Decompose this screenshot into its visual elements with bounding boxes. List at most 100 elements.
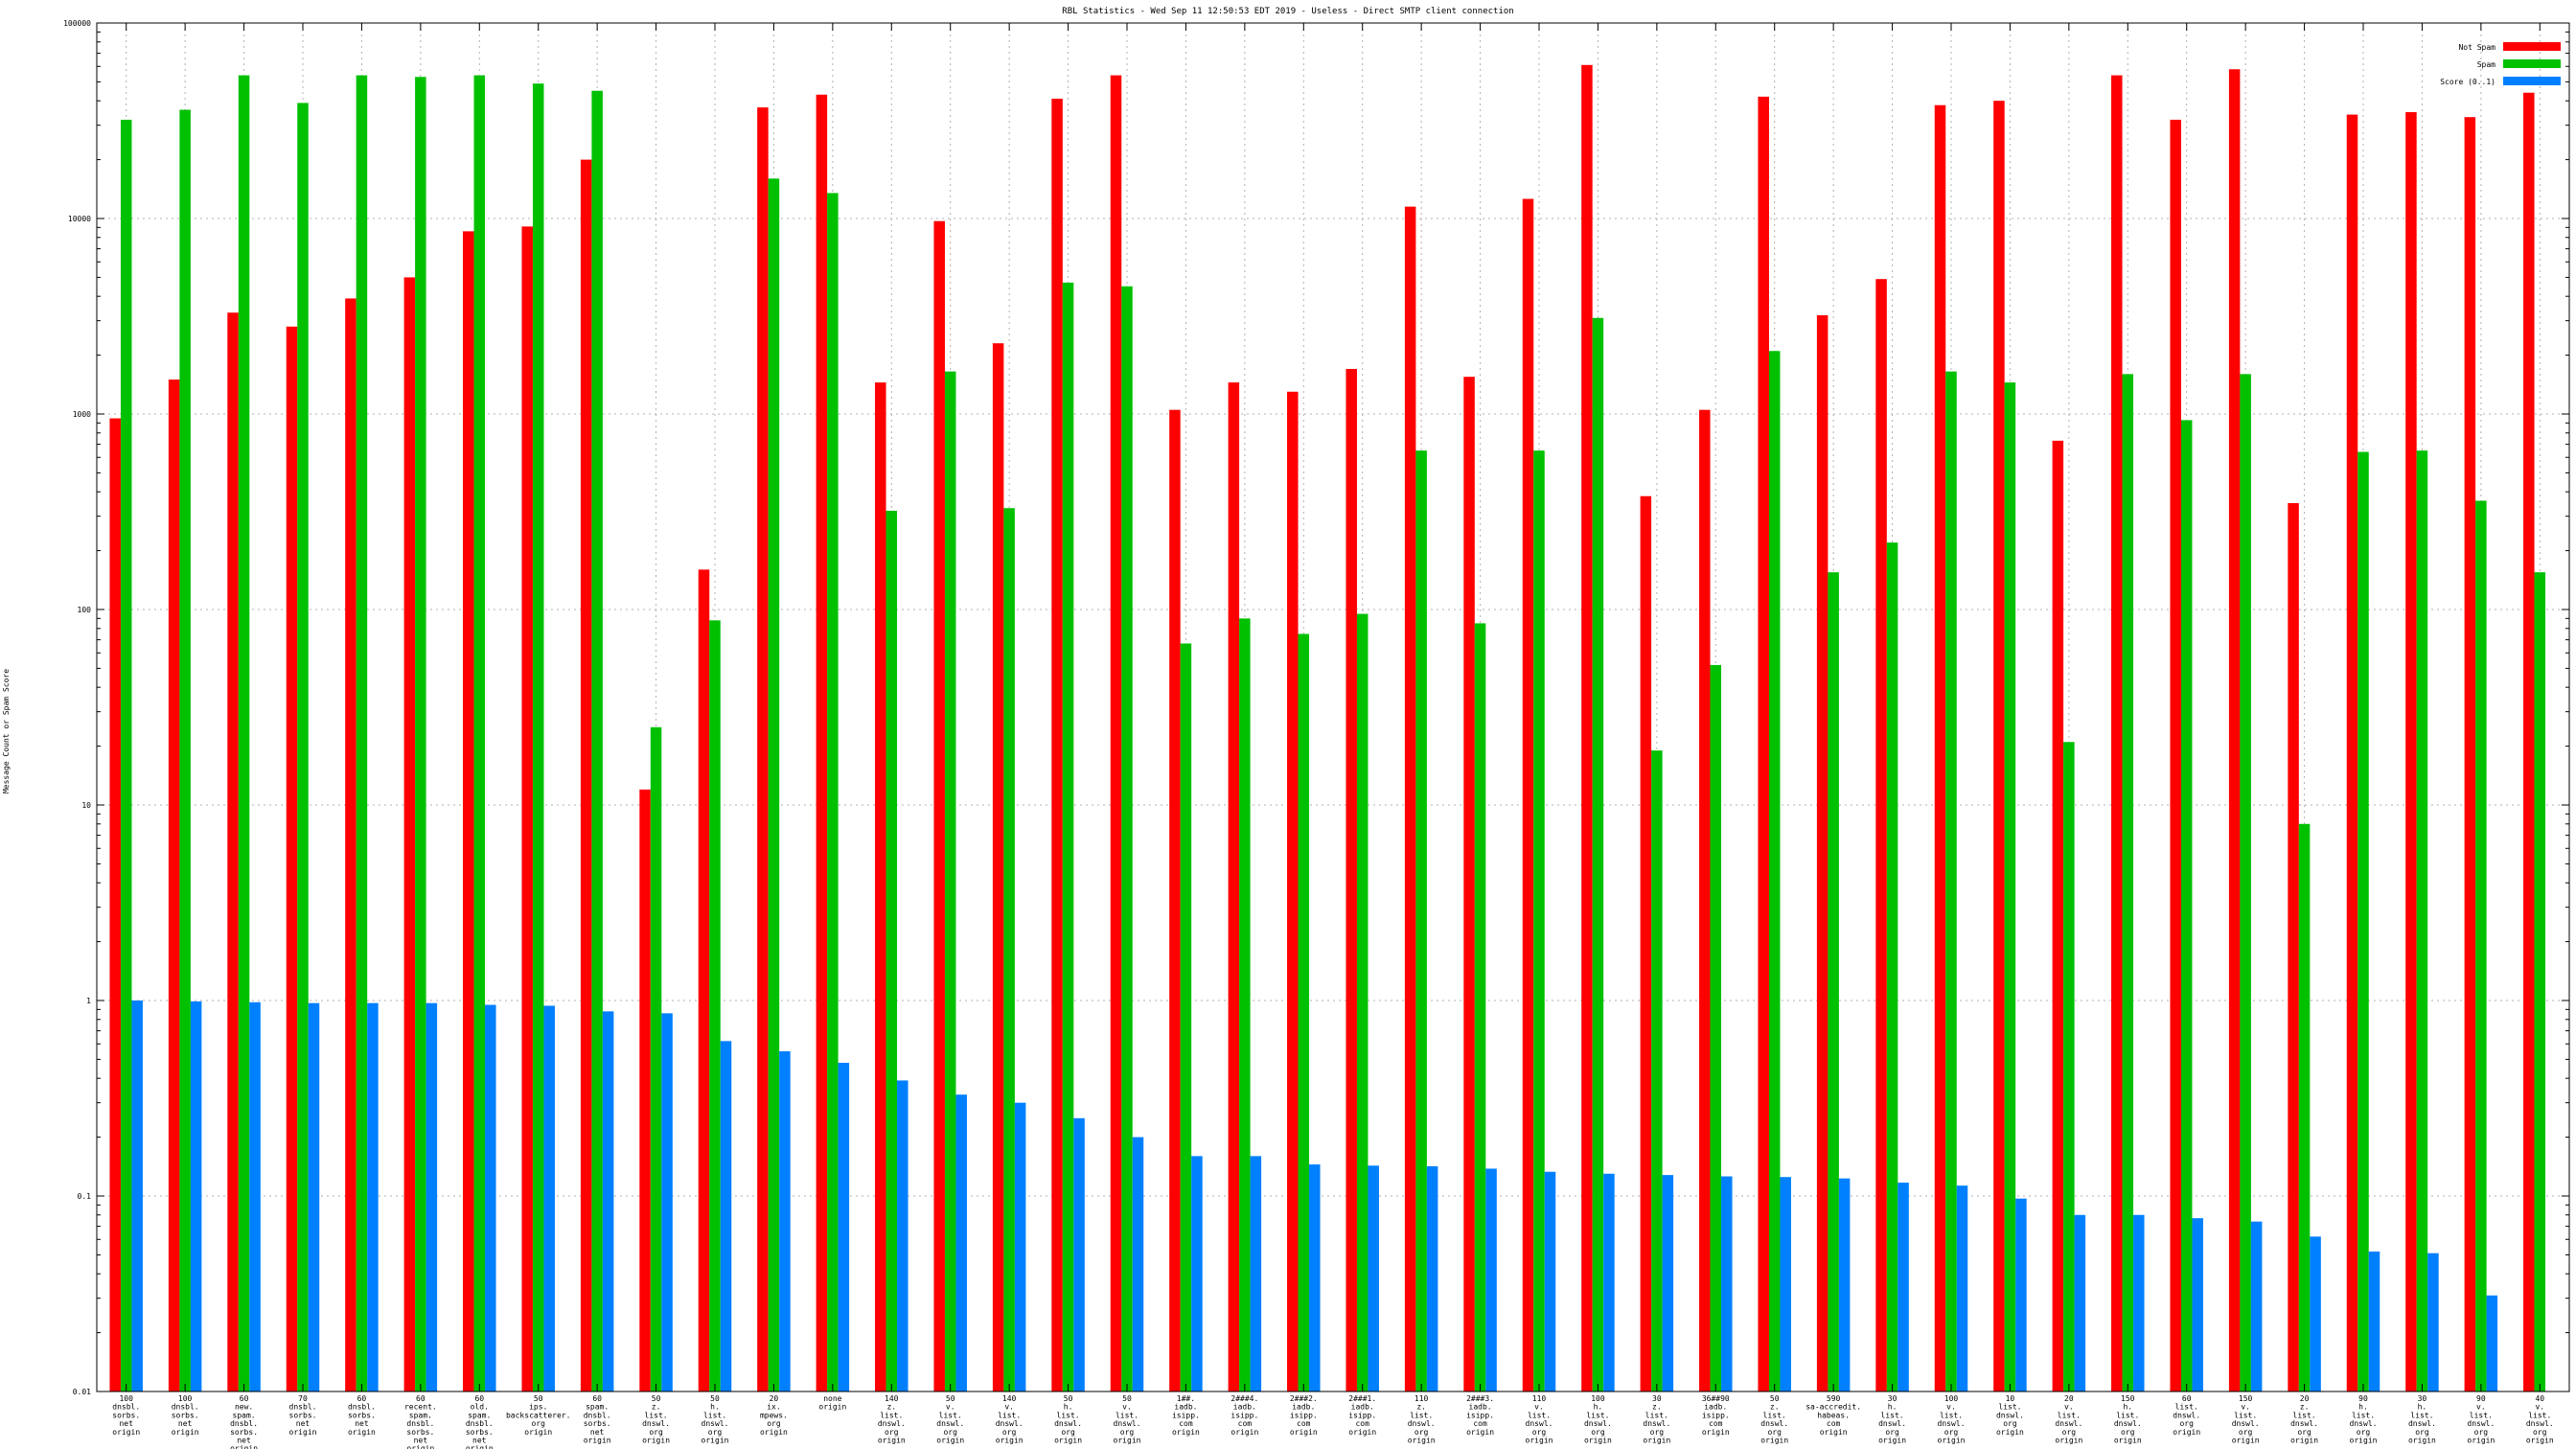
y-tick-label: 10000 bbox=[68, 215, 91, 223]
x-category-label: dnswl. bbox=[1408, 1419, 1436, 1428]
x-category-label: origin bbox=[2350, 1437, 2378, 1445]
x-category-label: origin bbox=[1290, 1428, 1318, 1437]
bar-spam bbox=[2063, 742, 2075, 1392]
bar-spam bbox=[827, 193, 839, 1392]
bar-score bbox=[1544, 1171, 1556, 1392]
x-category-label: origin bbox=[2232, 1437, 2260, 1445]
bar-not-spam bbox=[1581, 64, 1593, 1392]
bar-not-spam bbox=[875, 382, 886, 1392]
x-category-label: origin bbox=[1230, 1428, 1258, 1437]
x-category-label: origin bbox=[878, 1437, 906, 1445]
x-category-label: origin bbox=[1760, 1437, 1788, 1445]
x-category-label: list. bbox=[2352, 1411, 2375, 1419]
bar-not-spam bbox=[1816, 314, 1828, 1392]
x-category-label: 20 bbox=[2064, 1394, 2074, 1403]
x-category-label: list. bbox=[1586, 1411, 1609, 1419]
x-category-label: list. bbox=[2410, 1411, 2433, 1419]
x-category-label: org bbox=[767, 1419, 781, 1428]
bar-spam bbox=[2180, 420, 2193, 1392]
bar-score bbox=[1721, 1176, 1733, 1392]
x-category-label: list. bbox=[2470, 1411, 2493, 1419]
bar-spam bbox=[944, 371, 956, 1392]
x-category-label: h. bbox=[1888, 1403, 1898, 1412]
x-category-label: origin bbox=[1643, 1437, 1670, 1445]
x-category-label: v. bbox=[2535, 1403, 2544, 1412]
x-category-label: org bbox=[1532, 1428, 1547, 1437]
bar-score bbox=[367, 1002, 379, 1392]
bar-not-spam bbox=[2170, 119, 2181, 1392]
x-category-label: dnswl. bbox=[642, 1419, 670, 1428]
x-category-label: com bbox=[1238, 1419, 1253, 1428]
plot-frame bbox=[96, 22, 2570, 1392]
bar-spam bbox=[120, 119, 132, 1392]
x-category-label: 150 bbox=[2121, 1394, 2135, 1403]
bar-not-spam bbox=[286, 326, 298, 1392]
bar-series-group bbox=[109, 64, 2546, 1392]
x-category-label: origin bbox=[818, 1403, 846, 1412]
x-category-label: dnsbl. bbox=[406, 1419, 434, 1428]
x-category-label: dnswl. bbox=[1938, 1419, 1966, 1428]
bar-score bbox=[1132, 1137, 1144, 1392]
x-category-label: list. bbox=[1881, 1411, 1904, 1419]
x-category-label: 110 bbox=[1414, 1394, 1429, 1403]
y-tick-label: 0.1 bbox=[78, 1192, 92, 1201]
x-category-label: dnswl. bbox=[2114, 1419, 2142, 1428]
bar-spam bbox=[1828, 572, 1839, 1392]
bar-score bbox=[602, 1011, 614, 1392]
x-category-label: 590 bbox=[1827, 1394, 1841, 1403]
x-category-label: origin bbox=[1114, 1437, 1141, 1445]
x-category-label: dnswl. bbox=[2232, 1419, 2260, 1428]
x-category-label: mpews. bbox=[760, 1411, 788, 1419]
x-category-label: org bbox=[1885, 1428, 1899, 1437]
legend: Not Spam Spam Score (0..1) bbox=[2440, 42, 2561, 86]
bar-not-spam bbox=[2052, 440, 2064, 1392]
bar-score bbox=[2368, 1251, 2380, 1392]
bar-not-spam bbox=[639, 789, 651, 1392]
axis-ticks: 0.010.1110100100010000100000100dnsbl.sor… bbox=[63, 19, 2569, 1449]
x-category-label: 30 bbox=[1888, 1394, 1898, 1403]
x-category-label: dnsbl. bbox=[289, 1403, 317, 1412]
bar-score bbox=[131, 1000, 143, 1392]
x-category-label: net bbox=[178, 1419, 193, 1428]
bar-score bbox=[1368, 1165, 1379, 1392]
x-category-label: origin bbox=[2290, 1437, 2318, 1445]
x-category-label: origin bbox=[996, 1437, 1024, 1445]
x-category-label: origin bbox=[642, 1437, 670, 1445]
bar-score bbox=[1838, 1178, 1851, 1392]
bar-score bbox=[2486, 1295, 2498, 1392]
x-category-label: list. bbox=[998, 1411, 1021, 1419]
x-category-label: com bbox=[1179, 1419, 1193, 1428]
x-category-label: backscatterer. bbox=[506, 1411, 570, 1419]
x-category-label: v. bbox=[2064, 1403, 2074, 1412]
x-category-label: origin bbox=[702, 1437, 729, 1445]
bar-score bbox=[1603, 1173, 1615, 1392]
bar-not-spam bbox=[933, 220, 945, 1392]
x-category-label: com bbox=[1297, 1419, 1311, 1428]
x-category-label: 60 bbox=[474, 1394, 484, 1403]
bar-score bbox=[1309, 1164, 1321, 1392]
x-category-label: 140 bbox=[885, 1394, 899, 1403]
x-category-label: org bbox=[943, 1428, 957, 1437]
bar-score bbox=[426, 1002, 438, 1392]
x-category-label: sa-accredit. bbox=[1806, 1403, 1861, 1412]
x-category-label: z. bbox=[652, 1403, 661, 1412]
x-category-label: dnswl. bbox=[996, 1419, 1024, 1428]
bar-score bbox=[2015, 1198, 2027, 1392]
bar-spam bbox=[886, 510, 898, 1392]
x-category-label: 2###2. bbox=[1290, 1394, 1318, 1403]
bar-spam bbox=[1003, 508, 1015, 1392]
x-category-label: list. bbox=[1763, 1411, 1786, 1419]
bar-spam bbox=[1180, 643, 1192, 1392]
x-category-label: dnswl. bbox=[1526, 1419, 1553, 1428]
x-category-label: org bbox=[1591, 1428, 1605, 1437]
x-category-label: net bbox=[590, 1428, 605, 1437]
bar-score bbox=[1250, 1156, 1262, 1392]
x-category-label: z. bbox=[886, 1403, 896, 1412]
bar-score bbox=[1956, 1185, 1968, 1392]
x-category-label: sorbs. bbox=[406, 1428, 434, 1437]
x-category-label: dnsbl. bbox=[466, 1419, 494, 1428]
bar-not-spam bbox=[1110, 75, 1122, 1392]
x-category-label: origin bbox=[230, 1444, 258, 1449]
x-category-label: org bbox=[1944, 1428, 1959, 1437]
x-category-label: h. bbox=[1594, 1403, 1603, 1412]
